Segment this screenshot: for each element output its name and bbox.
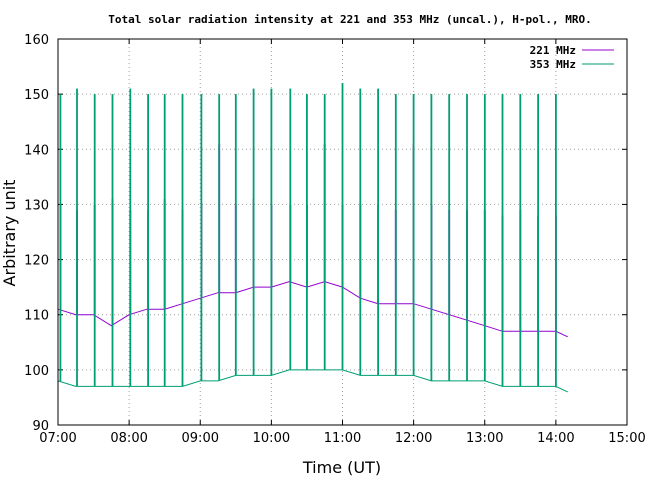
x-tick-label: 10:00	[253, 431, 290, 446]
x-tick-label: 11:00	[324, 431, 361, 446]
legend-label: 353 MHz	[530, 58, 576, 71]
series-line-353-mhz	[57, 369, 568, 393]
y-tick-label: 100	[24, 364, 49, 379]
y-tick-label: 90	[32, 419, 49, 434]
y-tick-label: 160	[24, 33, 49, 48]
spike-353-mhz	[93, 94, 96, 387]
spike-353-mhz	[289, 88, 292, 370]
y-tick-label: 130	[24, 198, 49, 213]
x-tick-label: 07:00	[39, 431, 76, 446]
spike-353-mhz	[270, 88, 273, 376]
x-tick-label: 08:00	[110, 431, 147, 446]
spike-353-mhz	[555, 94, 557, 387]
plot-frame	[57, 38, 628, 426]
y-tick-label: 150	[24, 88, 49, 103]
x-tick-label: 14:00	[537, 431, 574, 446]
spike-353-mhz	[111, 94, 114, 387]
x-axis-label: Time (UT)	[302, 458, 381, 477]
spike-353-mhz	[163, 94, 166, 387]
axis-ticks: 90 100 110 120 130 140 150 160 07:00 08:00 09:00 10…	[24, 33, 646, 446]
spike-353-mhz	[483, 94, 486, 381]
x-tick-label: 09:00	[182, 431, 219, 446]
x-tick-label: 12:00	[395, 431, 432, 446]
spike-353-mhz	[181, 94, 184, 387]
spike-353-mhz	[466, 94, 468, 381]
spike-353-mhz	[448, 94, 451, 381]
spike-353-mhz	[252, 88, 255, 376]
spike-353-mhz	[147, 94, 149, 387]
legend-label: 221 MHz	[530, 44, 576, 57]
spike-353-mhz	[323, 94, 326, 370]
spike-353-mhz	[377, 88, 379, 376]
y-tick-label: 120	[24, 254, 49, 269]
spike-353-mhz	[218, 94, 221, 381]
x-tick-label: 15:00	[608, 431, 645, 446]
spike-353-mhz	[234, 94, 237, 376]
spike-353-mhz	[341, 83, 344, 370]
chart-title: Total solar radiation intensity at 221 a…	[108, 13, 591, 26]
y-tick-label: 110	[24, 309, 49, 324]
y-tick-label: 140	[24, 143, 49, 158]
spike-353-mhz	[359, 88, 362, 376]
series-line-221-mhz	[57, 281, 568, 338]
spike-353-mhz	[129, 88, 132, 387]
spike-353-mhz	[430, 94, 433, 381]
spike-353-mhz	[394, 94, 397, 376]
spike-353-mhz	[412, 94, 415, 376]
spike-353-mhz	[501, 94, 504, 387]
series	[57, 83, 568, 393]
spike-353-mhz	[306, 94, 308, 370]
spike-353-mhz	[519, 94, 522, 387]
y-axis-label: Arbitrary unit	[0, 180, 19, 287]
x-tick-label: 13:00	[466, 431, 503, 446]
spike-353-mhz	[76, 88, 78, 387]
spike-353-mhz	[537, 94, 539, 387]
spike-353-mhz	[200, 94, 203, 381]
spike-353-mhz	[59, 94, 62, 382]
